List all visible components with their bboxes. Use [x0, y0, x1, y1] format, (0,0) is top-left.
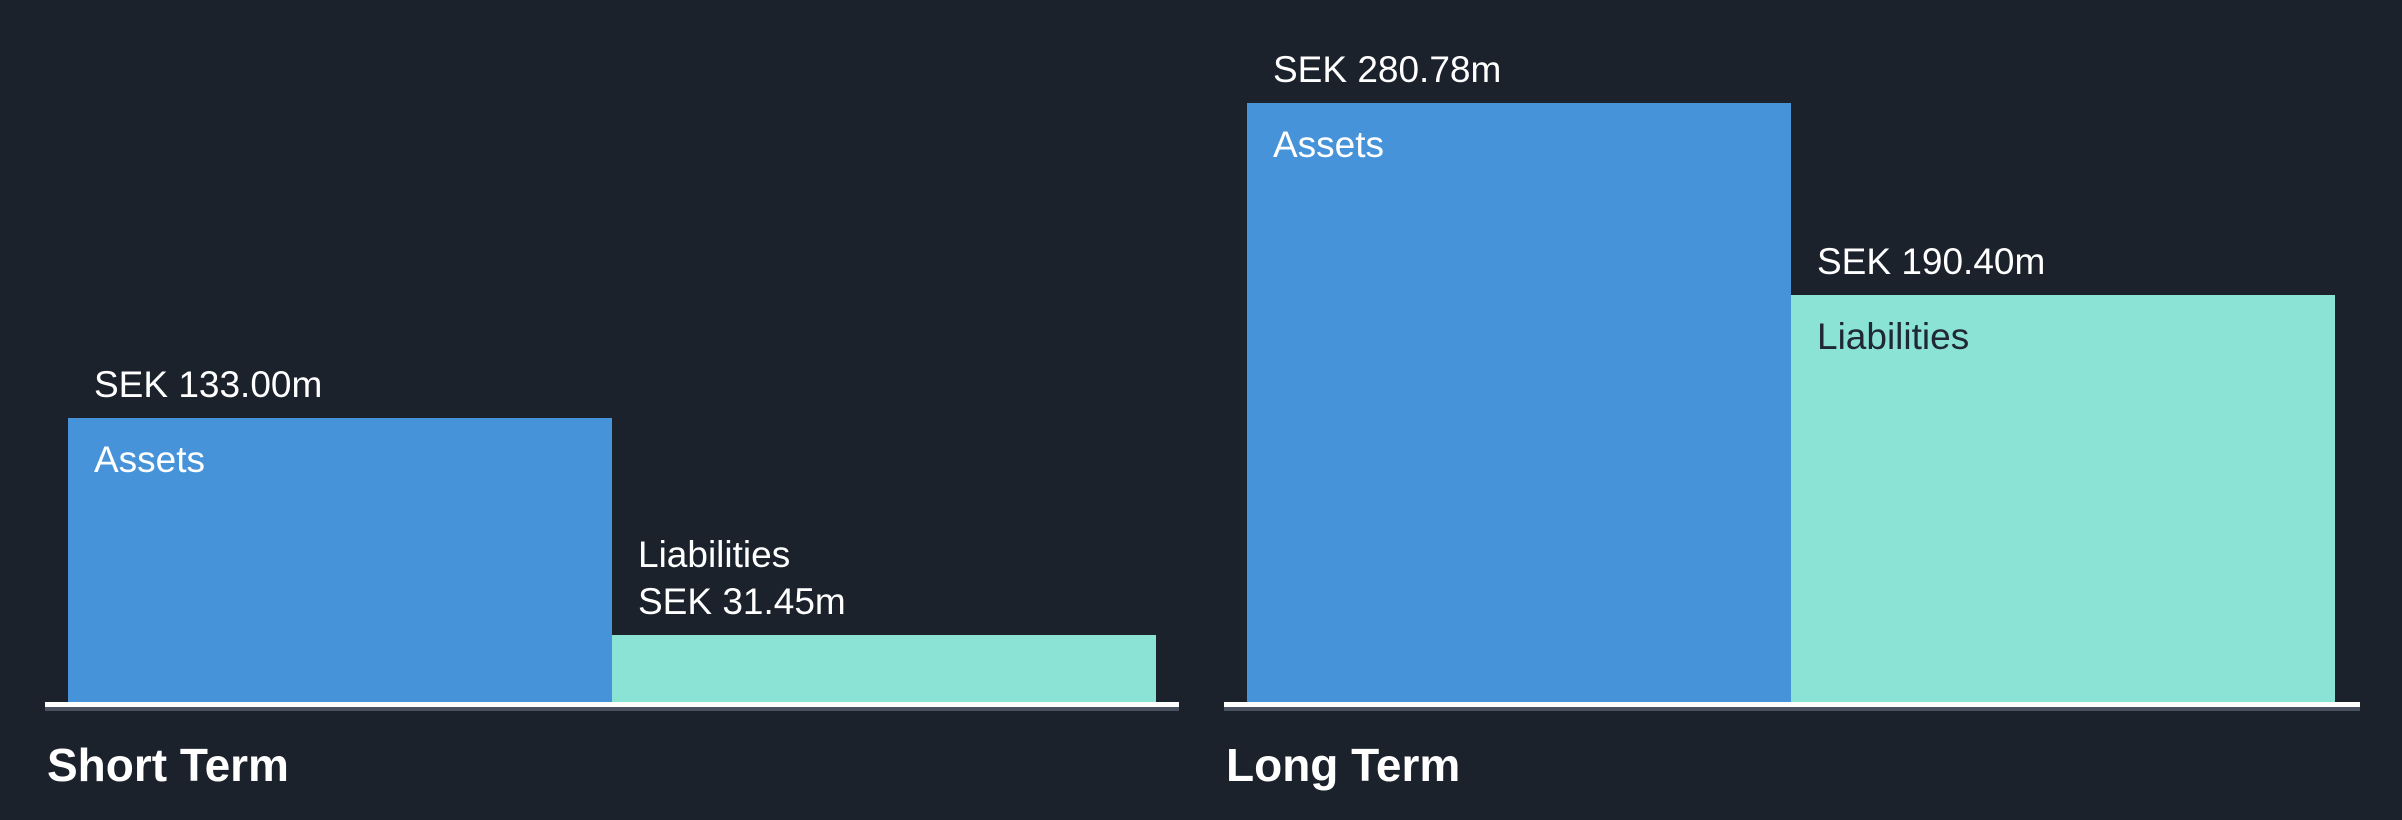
long-term-assets-column: SEK 280.78m Assets	[1247, 46, 1791, 702]
short-term-title: Short Term	[47, 739, 289, 791]
short-term-chart: SEK 133.00m Assets Liabilities SEK 31.45…	[45, 0, 1179, 820]
value-label: SEK 31.45m	[638, 581, 846, 622]
short-term-liabilities-column: Liabilities SEK 31.45m	[612, 531, 1156, 702]
value-label: SEK 190.40m	[1817, 241, 2046, 282]
long-term-title: Long Term	[1226, 739, 1461, 791]
value-label: SEK 280.78m	[1273, 49, 1502, 90]
short-term-baseline	[45, 702, 1179, 711]
long-term-liabilities-bar-label: Liabilities	[1817, 316, 1970, 357]
short-term-assets-bar-label: Assets	[94, 439, 206, 480]
long-term-assets-bar-label: Assets	[1273, 124, 1385, 165]
short-term-assets-bar[interactable]: Assets	[68, 418, 612, 702]
long-term-plot: SEK 280.78m Assets SEK 190.40m Liabiliti…	[1224, 0, 2360, 702]
long-term-chart: SEK 280.78m Assets SEK 190.40m Liabiliti…	[1224, 0, 2360, 820]
short-term-assets-value-label: SEK 133.00m	[68, 361, 612, 418]
short-term-plot: SEK 133.00m Assets Liabilities SEK 31.45…	[45, 0, 1179, 702]
long-term-assets-bar[interactable]: Assets	[1247, 103, 1791, 702]
value-label: SEK 133.00m	[94, 364, 323, 405]
short-term-liabilities-bar[interactable]	[612, 635, 1156, 702]
long-term-baseline	[1224, 702, 2360, 711]
long-term-liabilities-value-label: SEK 190.40m	[1791, 238, 2335, 295]
long-term-liabilities-bar[interactable]: Liabilities	[1791, 295, 2335, 702]
long-term-liabilities-column: SEK 190.40m Liabilities	[1791, 238, 2335, 702]
short-term-liabilities-labels: Liabilities SEK 31.45m	[612, 531, 1156, 635]
short-term-assets-column: SEK 133.00m Assets	[68, 361, 612, 702]
long-term-assets-value-label: SEK 280.78m	[1247, 46, 1791, 103]
short-term-liabilities-bar-label: Liabilities	[638, 534, 791, 575]
